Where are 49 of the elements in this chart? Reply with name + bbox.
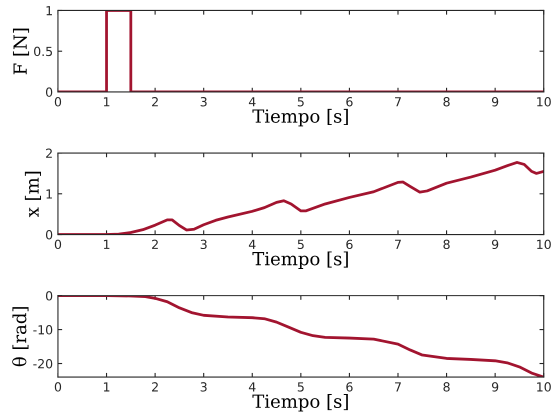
- x-tick-label: 9: [492, 240, 498, 250]
- x-tick-label: 10: [537, 382, 551, 392]
- x-tick-label: 3: [200, 240, 207, 250]
- x-tick-label: 8: [443, 382, 450, 392]
- y-tick-label: 0: [46, 230, 52, 240]
- y-tick-label: -10: [33, 325, 52, 334]
- y-tick-label: 0: [46, 87, 52, 97]
- x-axis-title: Tiempo [s]: [252, 251, 348, 269]
- x-tick-label: 1: [104, 97, 110, 106]
- x-tick-label: 3: [200, 382, 207, 392]
- y-tick-label: -20: [33, 358, 52, 368]
- x-tick-label: 4: [248, 382, 256, 392]
- x-tick-label: 2: [152, 97, 158, 106]
- x-tick-label: 10: [537, 240, 551, 250]
- y-axis-title: x [m]: [24, 172, 41, 218]
- x-tick-label: 0: [54, 97, 62, 106]
- x-tick-label: 7: [395, 97, 401, 106]
- y-axis-title: θ [rad]: [12, 307, 29, 366]
- x-tick-label: 8: [443, 97, 450, 106]
- x-tick-label: 3: [200, 97, 207, 106]
- x-tick-label: 7: [395, 382, 401, 392]
- x-tick-label: 7: [395, 240, 401, 249]
- x-tick-label: 2: [152, 382, 158, 392]
- x-tick-label: 6: [346, 240, 353, 250]
- x-tick-label: 10: [537, 97, 551, 106]
- line-series: [58, 296, 544, 378]
- y-tick-label: 2: [46, 148, 52, 158]
- x-tick-label: 1: [104, 240, 110, 249]
- y-tick-label: 0.5: [34, 46, 52, 56]
- y-tick-label: 1: [46, 6, 52, 16]
- x-tick-label: 5: [298, 382, 304, 392]
- x-tick-label: 6: [346, 97, 353, 106]
- x-tick-label: 4: [248, 97, 256, 106]
- x-tick-label: 9: [492, 382, 498, 392]
- x-axis-title: Tiempo [s]: [252, 394, 348, 412]
- x-tick-label: 6: [346, 382, 353, 392]
- x-tick-label: 9: [492, 97, 498, 106]
- x-tick-label: 0: [54, 382, 62, 392]
- y-tick-label: 1: [46, 189, 52, 199]
- x-tick-label: 1: [104, 382, 110, 392]
- x-axis-title: Tiempo [s]: [252, 108, 348, 126]
- y-axis-title: F [N]: [12, 28, 30, 74]
- x-tick-label: 8: [443, 240, 450, 250]
- x-tick-label: 5: [298, 240, 304, 250]
- x-tick-label: 5: [298, 97, 304, 106]
- x-tick-label: 2: [152, 240, 158, 249]
- x-tick-label: 4: [248, 240, 256, 249]
- x-tick-label: 0: [54, 240, 62, 250]
- y-tick-label: 0: [46, 291, 52, 301]
